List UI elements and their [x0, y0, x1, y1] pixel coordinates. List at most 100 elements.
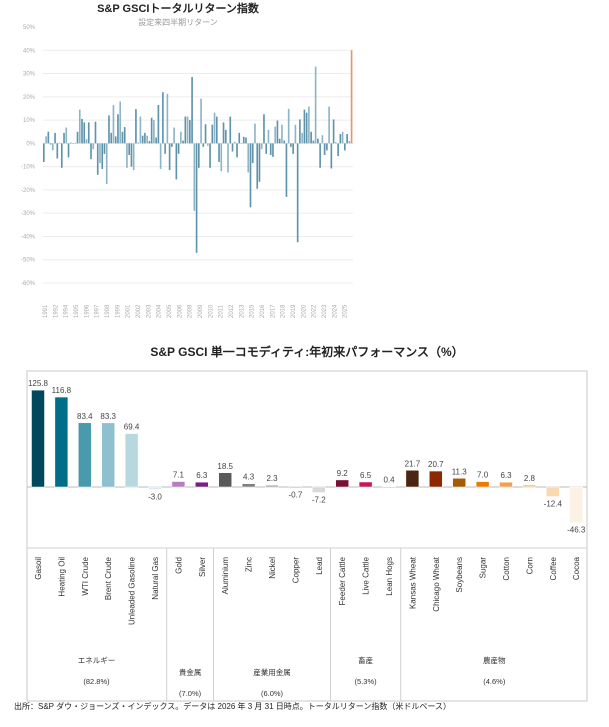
category-label: Cotton	[502, 557, 511, 581]
quarterly-return-bar	[182, 140, 184, 144]
category-label: Gold	[174, 557, 183, 574]
quarterly-return-bar	[112, 104, 115, 144]
quarterly-return-bar	[229, 116, 232, 144]
data-label: -0.7	[289, 491, 303, 500]
quarterly-return-bar	[99, 143, 101, 164]
data-label: 69.4	[124, 423, 140, 432]
quarterly-return-bar	[209, 143, 211, 168]
x-tick-label: 2019	[291, 304, 297, 318]
quarterly-return-bar	[283, 140, 286, 144]
quarterly-return-bar	[326, 143, 328, 151]
quarterly-return-bar	[177, 143, 180, 154]
group-name: 産業用金属	[253, 667, 291, 677]
quarterly-return-bar	[123, 127, 126, 144]
data-label: -7.2	[312, 496, 326, 505]
quarterly-return-bar	[184, 116, 187, 144]
x-tick-label: 1996	[84, 304, 90, 318]
quarterly-return-bar	[263, 114, 265, 144]
data-label: 11.3	[452, 467, 468, 476]
top-chart-subtitle: 設定来四半期リターン	[138, 17, 218, 27]
quarterly-return-bar	[312, 140, 315, 144]
quarterly-return-bar	[94, 121, 97, 144]
data-label: 21.7	[405, 459, 421, 468]
quarterly-return-bar	[65, 127, 68, 144]
bar-lead	[312, 486, 326, 493]
quarterly-return-bar	[191, 77, 193, 144]
quarterly-return-bar	[87, 122, 90, 144]
data-label: 18.5	[217, 462, 233, 471]
x-tick-label: 2004	[157, 304, 163, 318]
quarterly-return-bar	[254, 123, 256, 144]
quarterly-return-bar	[195, 143, 198, 253]
quarterly-return-bar	[314, 66, 317, 144]
bar-copper	[288, 486, 303, 489]
bar-soybeans	[452, 478, 466, 488]
data-label: 2.3	[266, 474, 278, 483]
y-tick-label: 30%	[23, 72, 36, 78]
quarterly-return-bar	[49, 143, 52, 145]
bar-cotton	[499, 481, 513, 488]
quarterly-return-bar	[220, 143, 223, 172]
bar-brent-crude	[101, 422, 115, 488]
category-label: Live Cattle	[362, 556, 371, 594]
category-label: Gasoil	[34, 557, 43, 580]
quarterly-return-bar	[130, 143, 133, 167]
quarterly-return-bar	[231, 143, 234, 152]
quarterly-return-bar	[108, 115, 110, 144]
quarterly-return-bar	[69, 142, 72, 144]
quarterly-return-bar	[348, 141, 351, 144]
group-weight: (6.0%)	[261, 689, 284, 698]
quarterly-return-bar	[58, 142, 61, 144]
quarterly-return-bar	[175, 143, 178, 180]
quarterly-return-bar	[317, 138, 319, 144]
quarterly-return-bar	[310, 131, 312, 144]
quarterly-return-bar	[290, 143, 292, 147]
quarterly-return-bar	[303, 109, 306, 144]
quarterly-return-bar	[148, 141, 151, 144]
quarterly-return-bar	[189, 120, 191, 144]
x-tick-label: 2013	[239, 304, 245, 318]
bar-feeder-cattle	[335, 479, 349, 488]
x-tick-label: 1997	[95, 304, 101, 318]
quarterly-return-bar	[92, 143, 95, 150]
category-label: Nickel	[268, 557, 277, 579]
quarterly-return-bar	[224, 129, 227, 144]
footer-source: 出所：S&P ダウ・ジョーンズ・インデックス。データは 2026 年 3 月 3…	[14, 701, 451, 711]
category-label: Cocoa	[572, 556, 581, 580]
quarterly-return-bar	[45, 136, 47, 144]
quarterly-return-bar	[294, 124, 297, 144]
x-tick-label: 2006	[177, 304, 183, 318]
quarterly-return-bar	[247, 143, 250, 173]
y-tick-label: -10%	[21, 165, 36, 171]
quarterly-return-bar	[344, 143, 346, 151]
quarterly-return-bar	[308, 106, 310, 144]
x-tick-label: 2001	[126, 304, 132, 318]
data-label: 116.8	[52, 386, 72, 395]
bar-zinc	[241, 483, 256, 488]
quarterly-return-bar	[43, 143, 45, 162]
bar-sugar	[475, 481, 490, 488]
data-label: 6.5	[360, 471, 372, 480]
quarterly-return-bar	[56, 143, 59, 159]
quarterly-return-bar	[213, 112, 216, 144]
bar-live-cattle	[358, 481, 373, 488]
quarterly-return-bar	[204, 124, 207, 144]
quarterly-return-bar	[269, 143, 272, 155]
quarterly-return-bar	[63, 132, 65, 144]
quarterly-return-bar	[350, 50, 353, 144]
category-label: WTI Crude	[81, 556, 90, 595]
quarterly-return-bar	[47, 131, 50, 144]
x-tick-label: 2024	[332, 304, 338, 318]
quarterly-return-bar	[276, 120, 279, 144]
x-tick-label: 2008	[188, 304, 194, 318]
x-tick-label: 2012	[229, 304, 235, 318]
data-label: 83.4	[77, 412, 93, 421]
quarterly-return-bar	[299, 119, 301, 144]
x-tick-label: 2002	[136, 304, 142, 318]
quarterly-return-bar	[85, 139, 88, 144]
quarterly-return-bar	[321, 135, 324, 144]
category-label: Feeder Cattle	[338, 556, 347, 605]
quarterly-return-bar	[157, 104, 160, 144]
quarterly-return-bar	[341, 131, 344, 144]
quarterly-return-bar	[285, 143, 288, 197]
